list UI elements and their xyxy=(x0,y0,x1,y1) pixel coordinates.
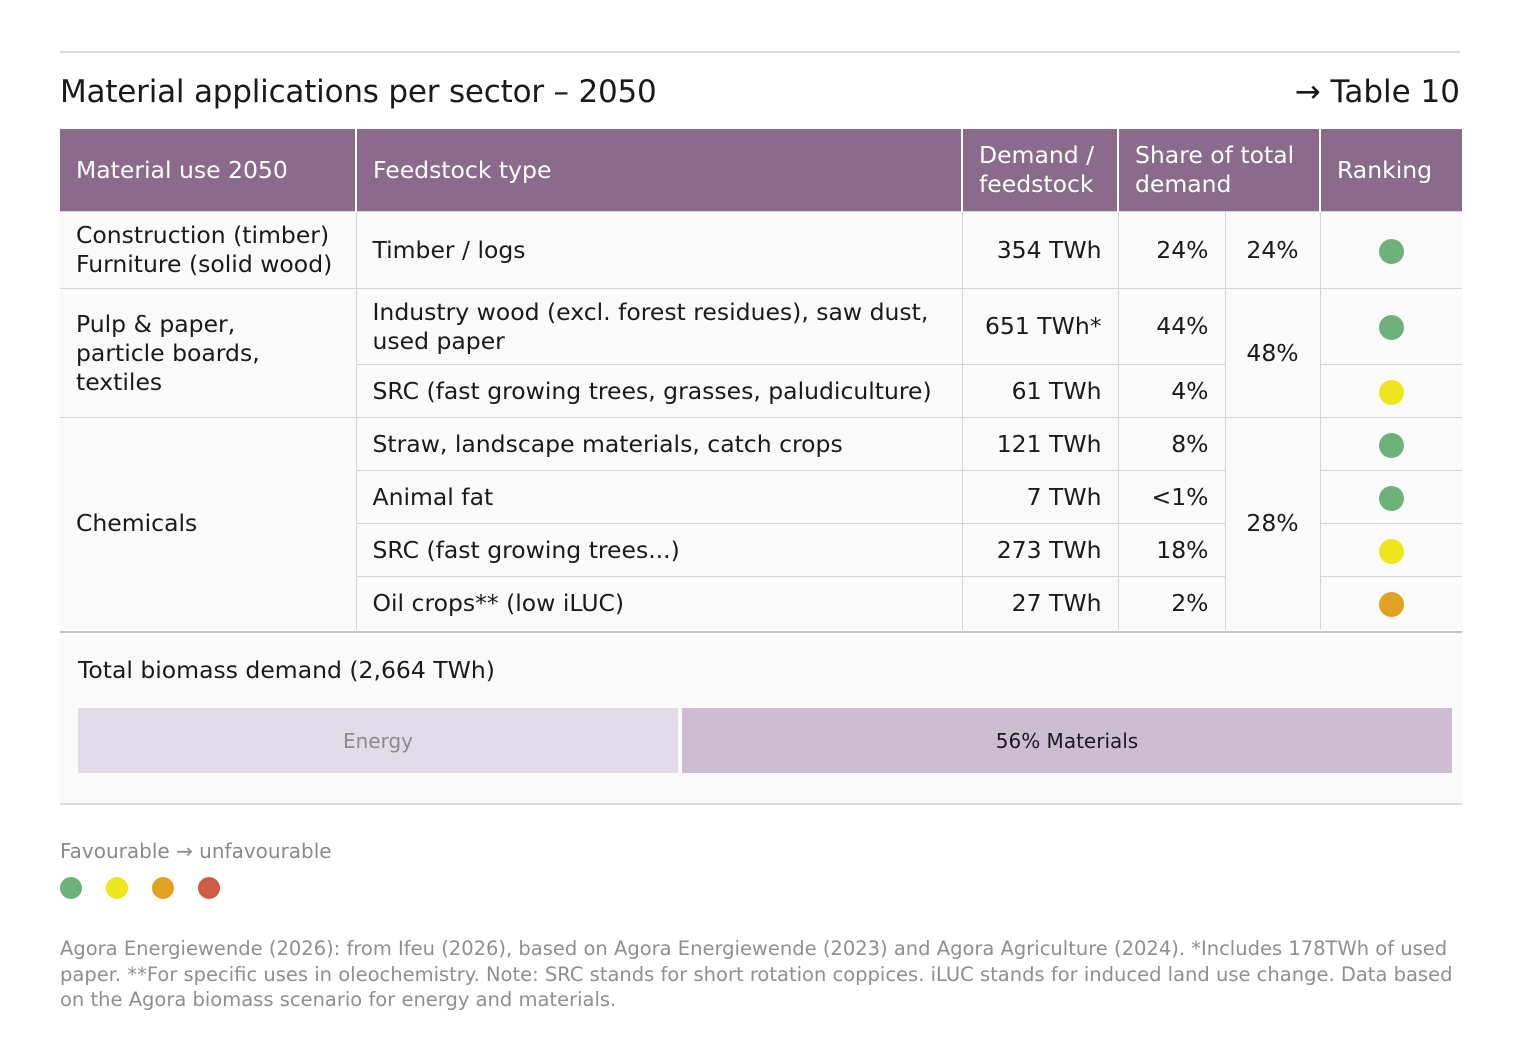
legend-moderate-dot-icon xyxy=(106,877,128,899)
legend-dots xyxy=(60,877,220,899)
legend-favourable-dot-icon xyxy=(60,877,82,899)
share-cell: 18% xyxy=(1117,523,1225,577)
table-row: SRC (fast growing trees, grasses, paludi… xyxy=(60,364,1462,418)
feedstock-cell: Animal fat xyxy=(355,470,962,524)
ranking-dot-icon xyxy=(1378,538,1404,564)
source-footnote: Agora Energiewende (2026): from Ifeu (20… xyxy=(60,937,1453,1011)
column-header-demand-line1: Demand / xyxy=(979,141,1095,169)
column-header-feedstock-type: Feedstock type xyxy=(355,129,962,212)
share-cell: <1% xyxy=(1117,470,1225,524)
energy-share-bar: Energy xyxy=(78,708,678,773)
column-header-demand: Demand / feedstock xyxy=(961,129,1118,212)
ranking-cell xyxy=(1319,523,1462,577)
demand-cell: 651 TWh* xyxy=(961,288,1118,365)
ranking-cell xyxy=(1319,364,1462,418)
feedstock-cell: Straw, landscape materials, catch crops xyxy=(355,417,962,471)
share-cell: 4% xyxy=(1117,364,1225,418)
share-cell: 8% xyxy=(1117,417,1225,471)
table-row: Construction (timber) Furniture (solid w… xyxy=(60,211,1462,289)
legend-unfavourable-dot-icon xyxy=(198,877,220,899)
share-cell: 44% xyxy=(1117,288,1225,365)
materials-share-bar: 56% Materials xyxy=(682,708,1452,773)
total-biomass-block: Total biomass demand (2,664 TWh) Energy … xyxy=(60,631,1462,805)
share-cell: 2% xyxy=(1117,576,1225,630)
column-header-share: Share of total demand xyxy=(1117,129,1320,212)
ranking-dot-icon xyxy=(1378,591,1404,617)
material-use-label: textiles xyxy=(76,367,163,396)
share-cell: 24% xyxy=(1117,211,1225,289)
ranking-cell xyxy=(1319,470,1462,524)
demand-cell: 354 TWh xyxy=(961,211,1118,289)
feedstock-label: used paper xyxy=(372,326,505,355)
ranking-dot-icon xyxy=(1378,238,1404,264)
column-header-material-use: Material use 2050 xyxy=(60,129,356,212)
feedstock-cell: Oil crops** (low iLUC) xyxy=(355,576,962,630)
table-row: SRC (fast growing trees...) 273 TWh 18% xyxy=(60,523,1462,577)
ranking-cell xyxy=(1319,576,1462,630)
title-row: Material applications per sector – 2050 … xyxy=(60,70,1460,116)
material-use-pulp-paper: Pulp & paper, particle boards, textiles xyxy=(60,288,356,418)
table-reference-link[interactable]: → Table 10 xyxy=(1294,74,1460,110)
ranking-dot-icon xyxy=(1378,485,1404,511)
column-header-share-line2: demand xyxy=(1135,170,1232,198)
top-rule xyxy=(60,51,1460,53)
ranking-cell xyxy=(1319,288,1462,365)
column-header-share-line1: Share of total xyxy=(1135,141,1295,169)
demand-cell: 121 TWh xyxy=(961,417,1118,471)
demand-cell: 27 TWh xyxy=(961,576,1118,630)
legend-title: Favourable → unfavourable xyxy=(60,839,332,863)
legend-less-favourable-dot-icon xyxy=(152,877,174,899)
feedstock-cell: SRC (fast growing trees...) xyxy=(355,523,962,577)
ranking-dot-icon xyxy=(1378,432,1404,458)
total-biomass-label: Total biomass demand (2,664 TWh) xyxy=(78,656,495,684)
material-use-chemicals: Chemicals xyxy=(60,417,356,630)
material-use-label: particle boards, xyxy=(76,338,260,367)
page-title: Material applications per sector – 2050 xyxy=(60,74,657,110)
material-use-label: Pulp & paper, xyxy=(76,309,236,338)
table-row: Pulp & paper, particle boards, textiles … xyxy=(60,288,1462,418)
feedstock-cell: SRC (fast growing trees, grasses, paludi… xyxy=(355,364,962,418)
table-row: Animal fat 7 TWh <1% xyxy=(60,470,1462,524)
ranking-cell xyxy=(1319,417,1462,471)
material-applications-table: Material use 2050 Feedstock type Demand … xyxy=(60,129,1462,630)
material-use-label: Construction (timber) xyxy=(76,221,330,249)
feedstock-label: Industry wood (excl. forest residues), s… xyxy=(372,297,929,326)
group-share-cell: 48% xyxy=(1224,288,1320,418)
material-use-construction: Construction (timber) Furniture (solid w… xyxy=(60,211,356,289)
energy-bar-label: Energy xyxy=(342,728,414,753)
table-row: Chemicals Straw, landscape materials, ca… xyxy=(60,417,1462,630)
ranking-cell xyxy=(1319,211,1462,289)
group-share-cell: 28% xyxy=(1224,417,1320,630)
column-header-demand-line2: feedstock xyxy=(979,170,1094,198)
table-row: Oil crops** (low iLUC) 27 TWh 2% xyxy=(60,576,1462,630)
demand-cell: 61 TWh xyxy=(961,364,1118,418)
material-use-label: Furniture (solid wood) xyxy=(76,250,333,278)
table-header-row: Material use 2050 Feedstock type Demand … xyxy=(60,129,1462,212)
ranking-dot-icon xyxy=(1378,379,1404,405)
feedstock-cell: Industry wood (excl. forest residues), s… xyxy=(355,288,962,365)
column-header-ranking: Ranking xyxy=(1319,129,1462,212)
demand-cell: 7 TWh xyxy=(961,470,1118,524)
group-share-cell: 24% xyxy=(1224,211,1320,289)
demand-cell: 273 TWh xyxy=(961,523,1118,577)
feedstock-cell: Timber / logs xyxy=(355,211,962,289)
materials-bar-label: 56% Materials xyxy=(995,728,1139,753)
ranking-dot-icon xyxy=(1378,315,1404,340)
